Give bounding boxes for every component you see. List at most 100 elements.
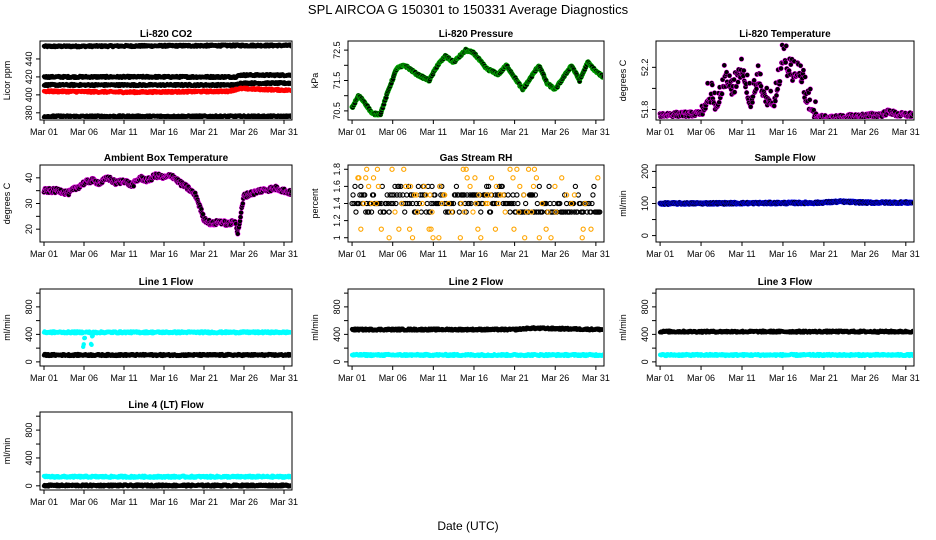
y-tick-label: 71.5	[332, 72, 342, 90]
x-tick-label: Mar 11	[420, 127, 447, 137]
x-tick-label: Mar 06	[70, 127, 98, 137]
y-tick-label: 380	[24, 105, 34, 120]
data-point	[601, 74, 603, 79]
x-tick-label: Mar 21	[810, 127, 838, 137]
series-mid-low-standard	[41, 80, 291, 89]
data-point	[768, 88, 773, 94]
data-point	[806, 90, 811, 95]
x-tick-label: Mar 31	[582, 127, 610, 137]
data-point	[240, 201, 245, 206]
data-point	[773, 98, 778, 104]
panel-1: Li-820 Pressure kPa 70.5 71.5 72.5 Mar 01 Mar …	[310, 29, 610, 137]
y-tick-label: 52.2	[640, 59, 650, 77]
y-tick-label: 70.5	[332, 102, 342, 120]
y-tick-label: 440	[24, 51, 34, 66]
plot-area	[41, 42, 291, 119]
x-tick-label: Mar 01	[30, 127, 58, 137]
plot-frame	[655, 40, 915, 121]
x-tick-label: Mar 21	[190, 249, 218, 259]
data-point	[716, 100, 722, 105]
data-point	[802, 95, 807, 100]
data-point	[801, 67, 806, 73]
y-tick-label: 51.8	[640, 101, 650, 119]
data-point	[710, 82, 715, 88]
data-point	[783, 60, 788, 65]
series-box-temperature	[41, 171, 291, 237]
y-axis-label: degrees C	[2, 182, 12, 224]
data-point	[735, 79, 741, 85]
data-point	[788, 62, 794, 67]
data-point	[237, 218, 243, 224]
y-tick-label: 40	[24, 173, 34, 183]
data-point	[705, 81, 710, 86]
data-point	[750, 100, 755, 105]
series-temperature	[657, 42, 913, 119]
figure-xlabel: Date (UTC)	[437, 519, 498, 533]
data-point	[734, 84, 739, 89]
data-point	[238, 214, 243, 220]
data-point	[798, 63, 803, 68]
series-low-standard	[41, 113, 291, 119]
y-tick-label: 400	[24, 87, 34, 102]
figure-title: SPL AIRCOA G 150301 to 150331 Average Di…	[308, 2, 629, 17]
y-axis-label: degrees C	[618, 59, 628, 101]
data-point	[289, 73, 291, 79]
x-tick-label: Mar 26	[230, 249, 258, 259]
data-point	[739, 56, 744, 62]
data-point	[289, 88, 291, 94]
panel-title: Li-820 Temperature	[739, 29, 831, 40]
data-point	[741, 73, 746, 79]
series-pressure	[349, 46, 603, 118]
x-tick-label: Mar 16	[460, 127, 488, 137]
x-tick-label: Mar 31	[892, 127, 920, 137]
data-point	[289, 114, 291, 119]
data-point	[808, 86, 813, 92]
data-point	[235, 231, 240, 237]
data-point	[289, 81, 291, 87]
data-point	[754, 86, 759, 92]
y-axis-label: kPa	[310, 73, 320, 89]
x-tick-label: Mar 01	[338, 127, 366, 137]
data-point	[719, 91, 725, 97]
y-tick-label: 72.5	[332, 41, 342, 59]
data-point	[764, 85, 769, 91]
data-point	[747, 81, 752, 86]
x-tick-label: Mar 01	[646, 127, 674, 137]
series-mid-standard	[41, 72, 291, 81]
panel-2: Li-820 Temperature degrees C 51.8 52.2 Mar 0…	[618, 29, 920, 137]
data-point	[778, 66, 784, 71]
data-point	[744, 90, 749, 95]
data-point	[784, 43, 789, 49]
x-tick-label: Mar 21	[501, 127, 529, 137]
plot-area	[349, 46, 603, 118]
y-tick-label: 30	[24, 198, 34, 208]
data-point	[774, 93, 779, 98]
x-tick-label: Mar 26	[541, 127, 569, 137]
series-sample-air	[41, 85, 291, 96]
panel-title: Li-820 Pressure	[439, 29, 514, 40]
data-point	[131, 183, 136, 189]
data-point	[813, 99, 818, 104]
data-point	[758, 71, 763, 77]
data-point	[750, 94, 756, 99]
data-point	[741, 68, 747, 73]
data-point	[771, 103, 777, 109]
data-point	[775, 86, 780, 92]
x-tick-label: Mar 06	[379, 127, 407, 137]
y-axis-label: Licor ppm	[2, 61, 12, 101]
data-point	[732, 89, 737, 95]
data-point	[731, 77, 737, 82]
y-tick-label: 20	[24, 224, 34, 234]
data-point	[911, 112, 913, 117]
x-tick-label: Mar 26	[230, 127, 258, 137]
x-tick-label: Mar 06	[70, 249, 98, 259]
panel-title: Li-820 CO2	[140, 29, 193, 40]
x-tick-label: Mar 16	[769, 127, 797, 137]
data-point	[755, 63, 761, 68]
x-tick-label: Mar 11	[728, 127, 755, 137]
